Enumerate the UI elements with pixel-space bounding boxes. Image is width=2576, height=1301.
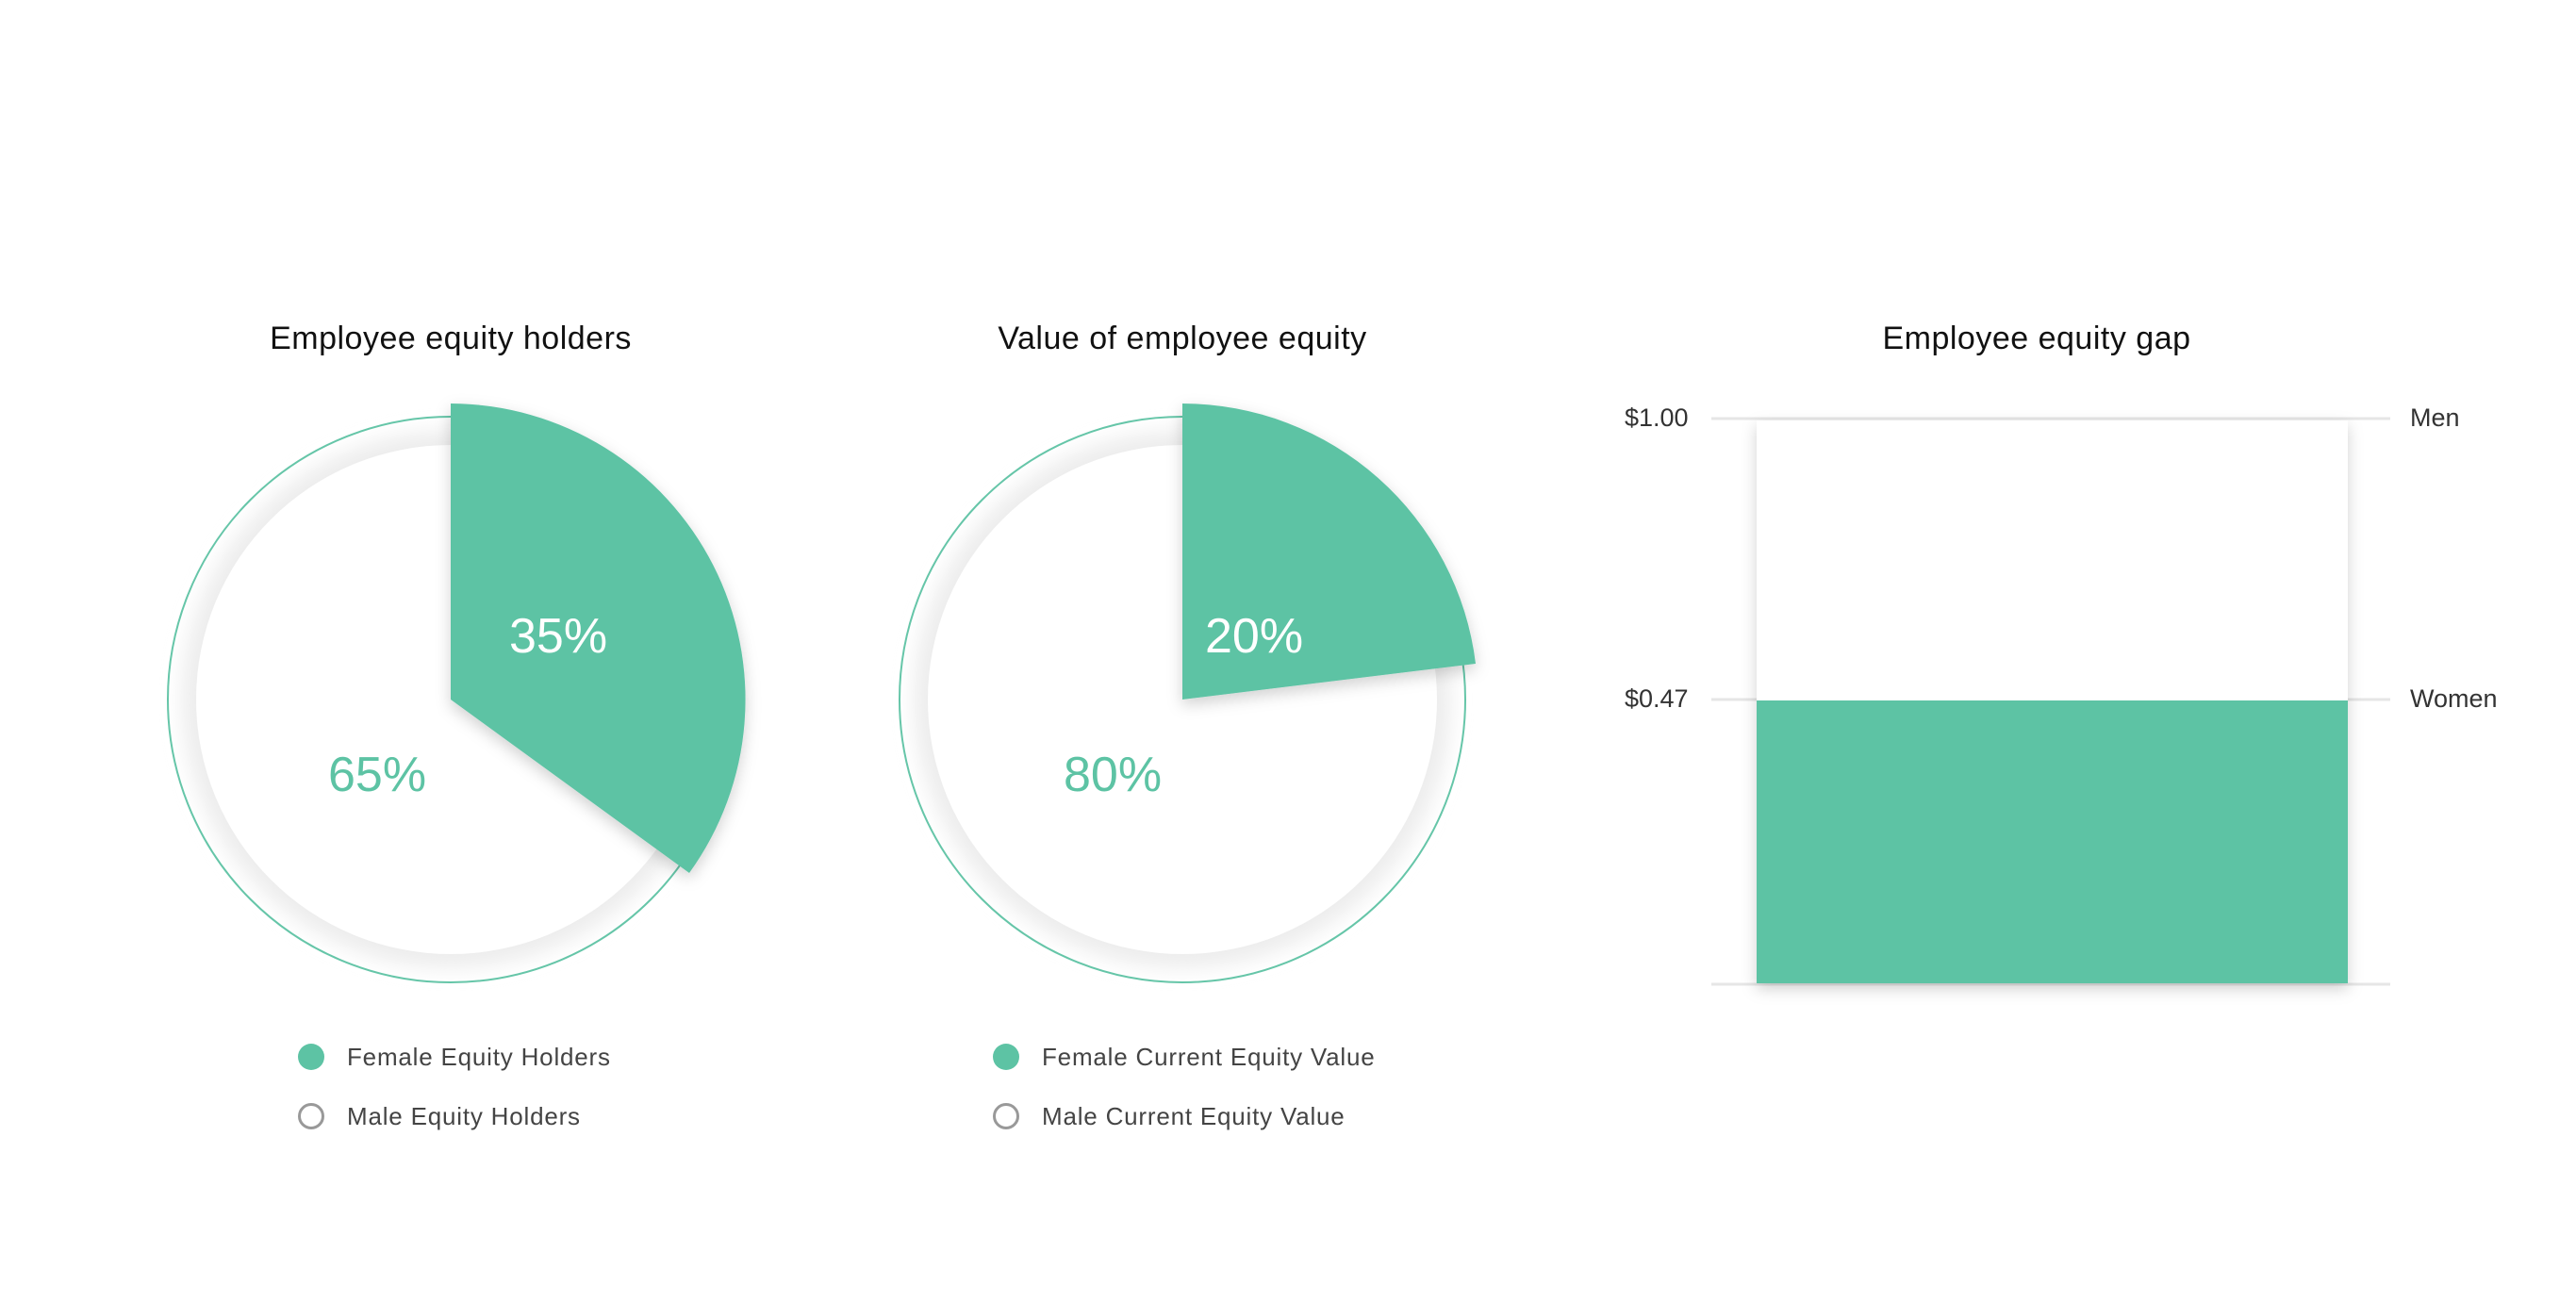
pie-label-female: 20% [1205, 609, 1304, 664]
chart-title-equity-holders: Employee equity holders [270, 321, 632, 356]
pie-slice-female[interactable] [451, 403, 746, 873]
empty-circle-icon [993, 1103, 1019, 1129]
legend-item-female[interactable]: Female Current Equity Value [993, 1038, 1376, 1076]
empty-circle-icon [298, 1103, 324, 1129]
legend-equity-value: Female Current Equity Value Male Current… [993, 1038, 1376, 1157]
y-tick-0-47: $0.47 [1625, 684, 1689, 713]
chart-title-equity-gap: Employee equity gap [1882, 321, 2191, 356]
legend-item-female[interactable]: Female Equity Holders [298, 1038, 611, 1076]
bar-women[interactable] [1757, 700, 2348, 983]
filled-circle-icon [993, 1044, 1019, 1070]
bar-chart-equity-gap [1711, 417, 2390, 986]
y-tick-1-00: $1.00 [1625, 403, 1689, 432]
pie-label-male: 80% [1064, 748, 1163, 802]
legend-equity-holders: Female Equity Holders Male Equity Holder… [298, 1038, 611, 1157]
legend-item-male[interactable]: Male Current Equity Value [993, 1097, 1376, 1135]
pie-equity-value [899, 403, 1476, 983]
filled-circle-icon [298, 1044, 324, 1070]
bar-label-women: Women [2410, 684, 2498, 713]
pie-slice-female[interactable] [1182, 403, 1476, 700]
legend-item-male[interactable]: Male Equity Holders [298, 1097, 611, 1135]
pie-label-male: 65% [328, 748, 427, 802]
pie-equity-holders [167, 403, 746, 983]
chart-title-equity-value: Value of employee equity [998, 321, 1367, 356]
pie-label-female: 35% [509, 609, 608, 664]
bar-label-men: Men [2410, 403, 2460, 432]
